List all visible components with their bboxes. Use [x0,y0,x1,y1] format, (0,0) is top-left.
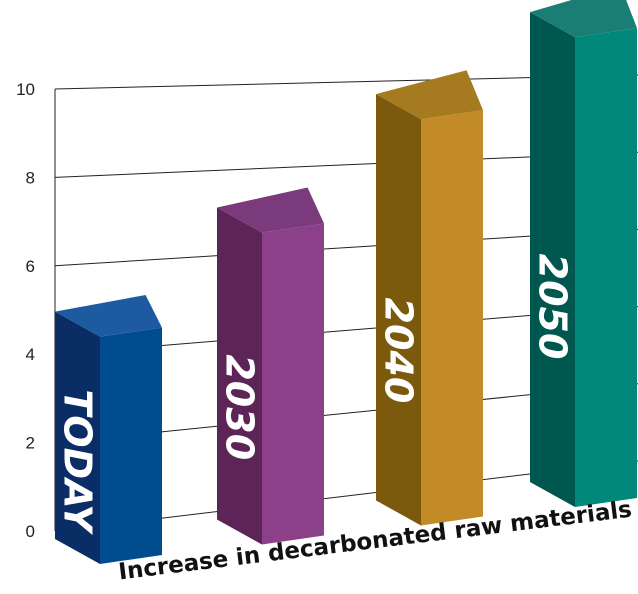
x-axis-label: Increase in decarbonated raw materials [117,497,633,586]
bar-front-face [421,110,483,526]
bar-today: TODAY [55,294,162,564]
y-tick-label: 8 [26,168,35,187]
bar-side-face [55,311,100,564]
bar-label: TODAY [56,389,100,535]
y-tick-label: 2 [26,434,35,453]
bar-side-face [530,12,575,507]
y-tick-label: 4 [26,345,35,364]
bar-top-face [376,70,483,120]
bar-label: 2030 [218,354,262,460]
y-tick-label: 0 [26,522,35,541]
bar-2030: 2030 [217,187,324,545]
bar-2050: 2050 [530,0,637,507]
bar-front-face [100,327,162,564]
bar-label: 2050 [531,254,575,360]
y-tick-label: 6 [26,257,35,276]
bar-side-face [217,207,262,545]
bar-top-face [55,294,162,337]
y-axis: 0 2 4 6 8 10 [16,80,56,541]
bar-top-face [217,187,324,233]
bar-front-face [575,28,637,507]
bar-front-face [262,223,324,545]
bar-top-face [530,0,637,38]
bar-side-face [376,94,421,526]
bar-label: 2040 [377,298,421,404]
bars: TODAY 2030 2040 2050 [55,0,637,564]
y-tick-label: 10 [16,80,35,99]
bar-2040: 2040 [376,70,483,526]
